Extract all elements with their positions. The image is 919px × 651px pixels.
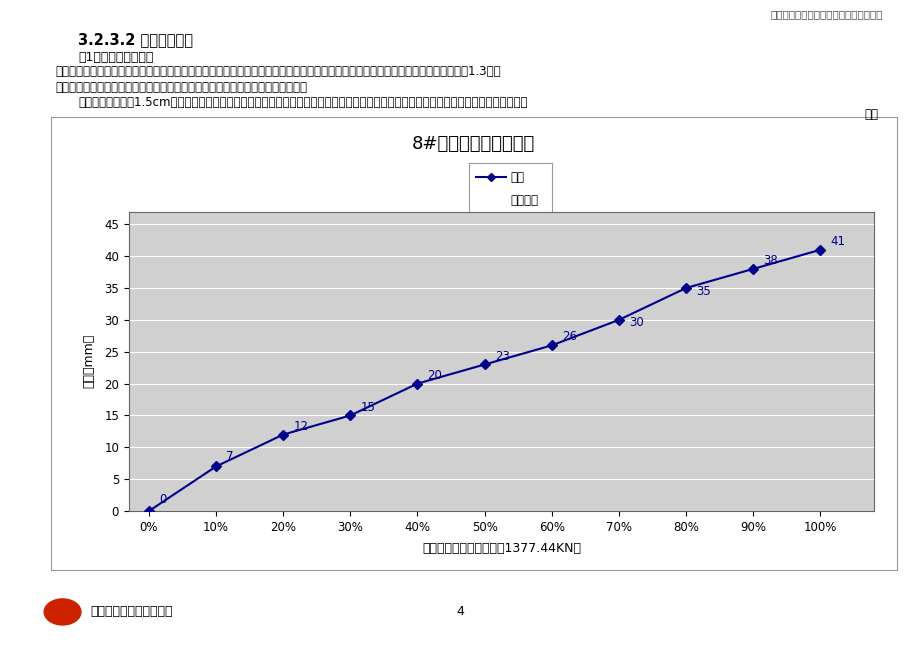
Text: 7: 7: [226, 450, 233, 464]
Text: 8#墩挂篮预压变形曲线: 8#墩挂篮预压变形曲线: [412, 135, 535, 154]
Text: RSS: RSS: [55, 609, 70, 615]
Text: 中铁十四局集团有限公司: 中铁十四局集团有限公司: [90, 605, 173, 618]
Text: 23: 23: [494, 350, 509, 363]
Text: 累计增量: 累计增量: [510, 194, 538, 207]
Text: 38: 38: [763, 254, 777, 267]
Text: 30: 30: [629, 316, 643, 329]
Y-axis label: 挠度（mm）: 挠度（mm）: [83, 334, 96, 389]
X-axis label: 加载等级（最大加载重量1377.44KN）: 加载等级（最大加载重量1377.44KN）: [422, 542, 580, 555]
Text: （1）挂篮的弹性变形: （1）挂篮的弹性变形: [78, 51, 153, 64]
Text: 最大的挠度变形为1.5cm（折合到施工梁段的前端），从试压的结果分析，弹性变形曲线较为合理，可以作为箱梁线形控制的一项取值参数。: 最大的挠度变形为1.5cm（折合到施工梁段的前端），从试压的结果分析，弹性变形曲…: [78, 96, 528, 109]
Text: 挂篮: 挂篮: [510, 171, 524, 184]
Text: 东苦黄河大桥大跨度连续梁施工综合技术: 东苦黄河大桥大跨度连续梁施工综合技术: [770, 9, 882, 20]
Text: 0: 0: [159, 493, 166, 506]
Text: 为较为准确的测量挂篮的弹性变形曲线，主墩和次主墩的挂篮均分别进行了三次正载试压，每次试压为挂篮主桁最不利设计梁段重量的1.3倍，: 为较为准确的测量挂篮的弹性变形曲线，主墩和次主墩的挂篮均分别进行了三次正载试压，…: [55, 65, 500, 78]
Text: 35: 35: [696, 284, 710, 298]
Text: 4: 4: [456, 605, 463, 618]
Text: 15: 15: [360, 400, 375, 413]
Text: 图一: 图一: [864, 108, 878, 121]
Text: 充分的消除了挂篮的非弹性变形后，取第三次的变形曲线为挂篮的弹性变形曲线。: 充分的消除了挂篮的非弹性变形后，取第三次的变形曲线为挂篮的弹性变形曲线。: [55, 81, 307, 94]
Text: 12: 12: [293, 420, 308, 433]
Text: 26: 26: [562, 331, 576, 344]
Text: 20: 20: [427, 368, 442, 381]
Text: 3.2.3.2 试压结果分析: 3.2.3.2 试压结果分析: [78, 33, 193, 48]
Text: 41: 41: [830, 235, 845, 248]
